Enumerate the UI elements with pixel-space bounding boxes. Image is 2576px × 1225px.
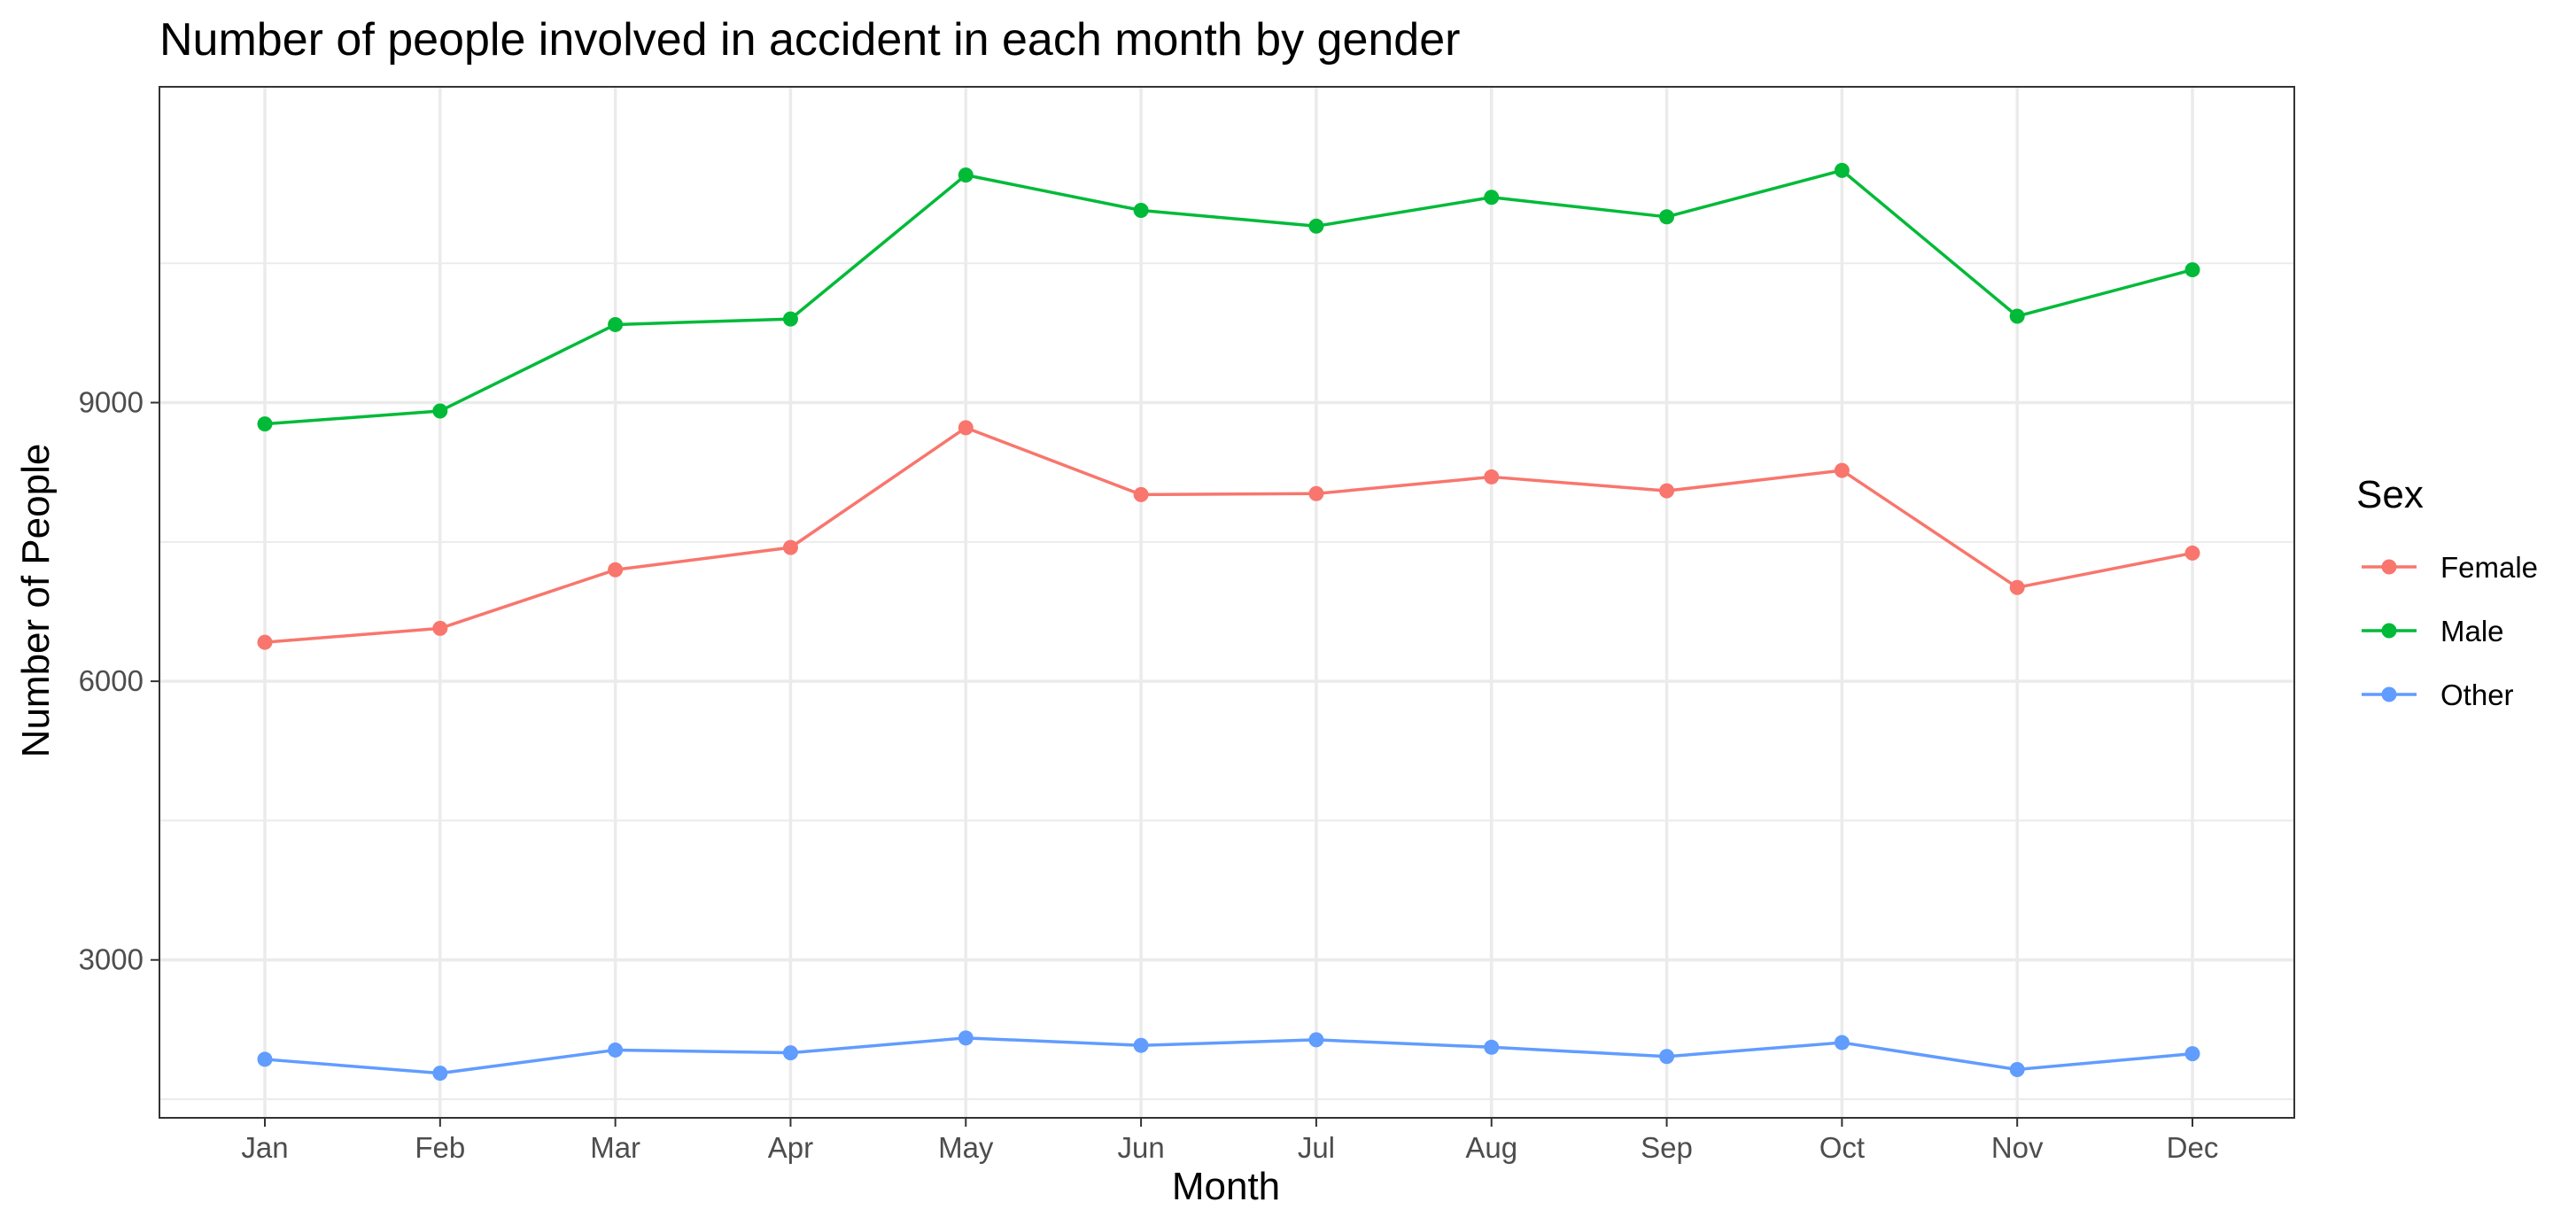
data-point-other — [1484, 1039, 1500, 1055]
x-tick-label: Apr — [768, 1131, 813, 1164]
data-point-male — [1834, 162, 1850, 178]
y-axis-title: Number of People — [14, 444, 58, 758]
x-tick-label: Jul — [1298, 1131, 1335, 1164]
data-point-male — [432, 403, 448, 419]
data-point-other — [1308, 1032, 1324, 1048]
data-point-other — [2184, 1046, 2200, 1062]
data-point-female — [1484, 469, 1500, 485]
data-point-female — [958, 420, 974, 436]
data-point-other — [432, 1066, 448, 1082]
data-point-male — [257, 416, 273, 432]
data-point-other — [2009, 1061, 2025, 1077]
data-point-other — [1133, 1037, 1149, 1053]
legend: Sex Female Male Other — [2356, 473, 2538, 711]
data-point-female — [2009, 579, 2025, 595]
x-tick-label: Mar — [590, 1131, 640, 1164]
x-tick-label: Aug — [1465, 1131, 1517, 1164]
data-point-male — [1659, 209, 1675, 225]
data-point-male — [2009, 308, 2025, 324]
x-tick-label: Feb — [415, 1131, 465, 1164]
x-tick-label: Jun — [1117, 1131, 1164, 1164]
data-point-male — [608, 316, 624, 332]
legend-label-female: Female — [2440, 551, 2538, 584]
data-point-female — [1659, 483, 1675, 499]
x-tick-label: Jan — [241, 1131, 288, 1164]
data-point-female — [1308, 485, 1324, 501]
data-point-female — [432, 620, 448, 636]
data-point-female — [1133, 486, 1149, 502]
y-tick-label: 3000 — [79, 943, 144, 976]
data-point-other — [958, 1030, 974, 1046]
x-tick-label: Oct — [1819, 1131, 1865, 1164]
series-line-female — [264, 426, 2193, 644]
grid-lines — [159, 87, 2294, 1118]
legend-key-point-male — [2381, 623, 2397, 639]
data-point-other — [1659, 1049, 1675, 1065]
data-point-female — [2184, 545, 2200, 561]
legend-label-male: Male — [2440, 615, 2504, 647]
y-tick-label: 9000 — [79, 386, 144, 419]
axis-layer: 3000 6000 9000 Jan Feb Mar Apr May Jun Jul Aug Sep O… — [79, 386, 2219, 1164]
data-point-other — [782, 1045, 798, 1061]
legend-key-point-female — [2381, 559, 2397, 575]
x-tick-label: Nov — [1991, 1131, 2044, 1164]
data-point-male — [782, 311, 798, 327]
data-point-male — [1484, 190, 1500, 205]
chart-title: Number of people involved in accident in… — [159, 14, 1460, 66]
series-line-other — [264, 1036, 2193, 1075]
series-line-male — [264, 168, 2193, 426]
data-point-female — [608, 562, 624, 578]
legend-label-other: Other — [2440, 678, 2514, 711]
series-layer — [257, 162, 2200, 1082]
x-tick-label: May — [938, 1131, 994, 1164]
data-point-female — [257, 634, 273, 650]
x-axis-title: Month — [1172, 1165, 1280, 1208]
data-point-male — [958, 167, 974, 183]
data-point-female — [1834, 462, 1850, 478]
legend-title: Sex — [2356, 473, 2424, 516]
legend-key-point-other — [2381, 686, 2397, 702]
y-tick-label: 6000 — [79, 664, 144, 697]
data-point-male — [2184, 262, 2200, 278]
x-tick-label: Dec — [2167, 1131, 2219, 1164]
x-tick-label: Sep — [1641, 1131, 1693, 1164]
data-point-male — [1308, 218, 1324, 234]
plot-panel-border — [159, 86, 2295, 1119]
data-point-other — [257, 1051, 273, 1067]
data-point-female — [782, 539, 798, 555]
data-point-other — [1834, 1035, 1850, 1051]
data-point-male — [1133, 202, 1149, 218]
data-point-other — [608, 1042, 624, 1058]
